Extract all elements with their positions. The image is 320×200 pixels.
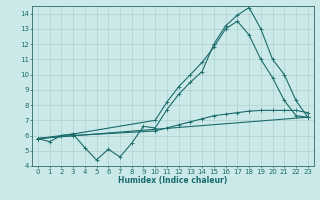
X-axis label: Humidex (Indice chaleur): Humidex (Indice chaleur) xyxy=(118,176,228,185)
